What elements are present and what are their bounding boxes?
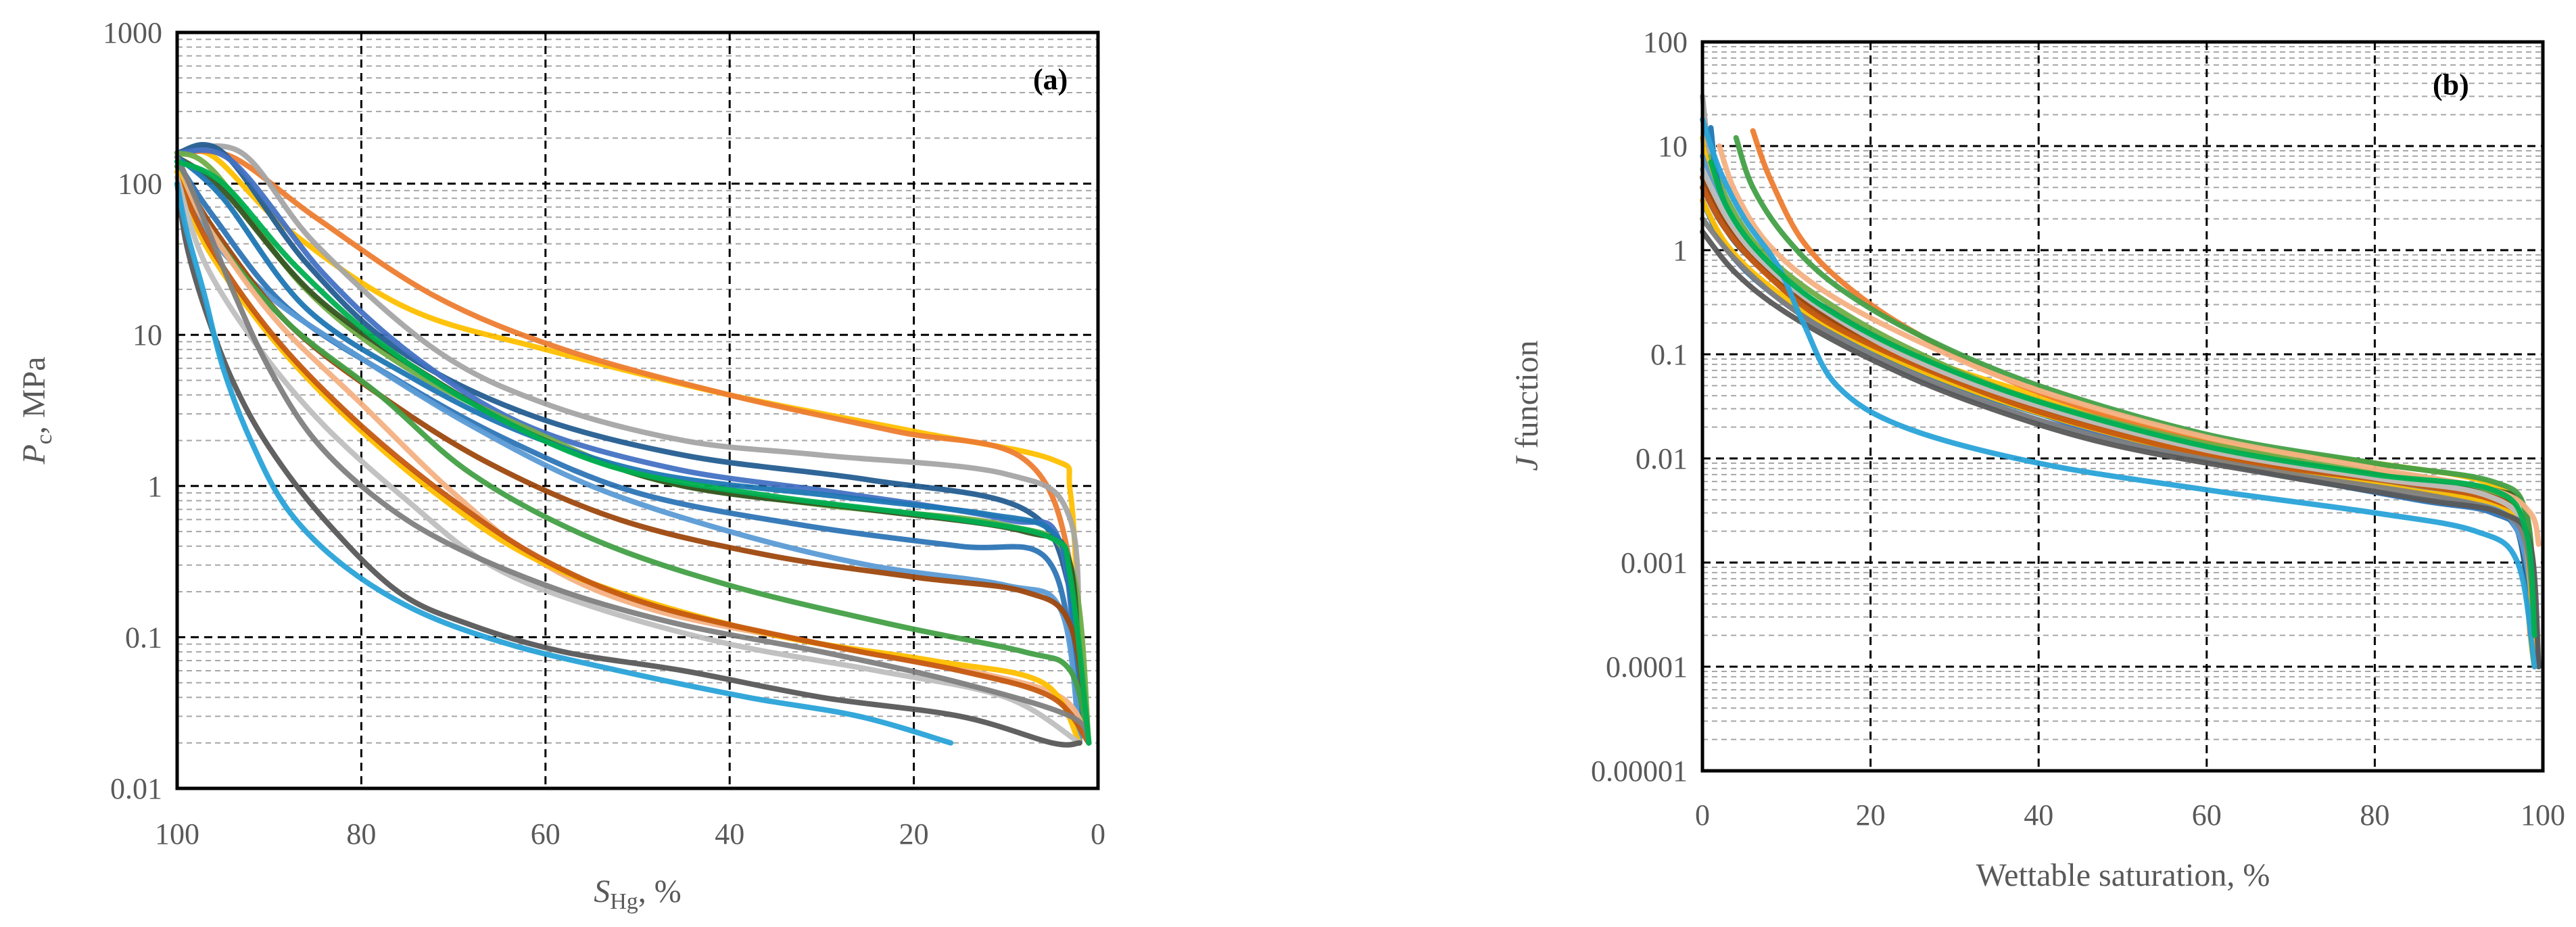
panel-b-series-sample-2 [1750,128,2533,638]
panel-b-y-tick-label: 0.001 [1621,546,1688,579]
panel-b-series-sample-7 [1700,166,2537,620]
panel-b-y-tick-label: 0.1 [1650,338,1688,371]
panel-b-series-sample-11 [1700,174,2537,620]
panel-a-series-sample-16 [174,174,1082,746]
panel-a-x-tick-label: 60 [531,817,560,851]
panel-a-ticks: 100 80 60 40 20 0 0.01 0.1 1 10 100 1000 [103,16,1105,851]
panel-b-y-tick-label: 10 [1658,130,1688,163]
panel-a-y-tick-label: 1000 [103,16,162,49]
panel-b-x-tick-label: 20 [1856,799,1886,832]
panel-a-series-sample-3 [174,143,1092,746]
panel-b-grid [1702,42,2543,771]
panel-b: 0 20 40 60 80 100 0.00001 0.0001 0.001 0.01 0.1 1 10… [1509,26,2565,893]
panel-a-x-tick-label: 40 [715,817,744,851]
panel-b-series-sample-16 [1700,166,2537,638]
panel-b-y-axis-title: J function [1509,340,1545,471]
panel-b-x-tick-label: 40 [2024,799,2053,832]
panel-b-series-sample-20 [1708,159,2537,638]
panel-b-series-sample-10 [1700,153,2537,620]
panel-b-frame [1700,40,2545,773]
panel-b-curves [1700,93,2542,669]
panel-a-y-tick-label: 100 [118,168,162,201]
panel-b-x-tick-label: 80 [2360,799,2389,832]
panel-a-frame [175,30,1100,790]
panel-a-x-tick-label: 80 [346,817,376,851]
panel-a-series-sample-17 [174,154,1092,746]
panel-a-curves [174,142,1092,748]
panel-b-y-tick-label: 0.00001 [1591,755,1688,788]
panel-b-y-tick-label: 0.0001 [1606,650,1688,684]
panel-a-series-sample-20 [174,158,1092,746]
panel-a-label: (a) [1033,63,1068,96]
panel-b-y-tick-label: 100 [1643,26,1688,59]
panel-b-y-tick-label: 0.01 [1636,442,1688,475]
panel-b-x-tick-label: 0 [1695,799,1710,832]
panel-a-x-tick-label: 100 [155,817,199,851]
panel-b-x-tick-label: 100 [2521,799,2565,832]
panel-a-series-sample-2 [174,148,1082,746]
panel-b-series-sample-3 [1700,93,2537,620]
panel-b-series-sample-18 [1700,229,2542,669]
panel-a-series-sample-10 [174,158,1082,746]
panel-a-y-tick-label: 0.01 [110,772,162,805]
panel-a-x-axis-title: SHg, % [594,874,682,914]
panel-a-x-tick-label: 20 [899,817,929,851]
panel-a-y-tick-label: 0.1 [125,621,162,654]
panel-b-x-tick-label: 60 [2192,799,2222,832]
panel-a-y-tick-label: 10 [133,318,162,352]
panel-a-series-sample-11 [174,164,1092,746]
panel-b-y-tick-label: 1 [1673,234,1688,267]
panel-a-series-sample-4 [174,142,1092,746]
panel-b-series-sample-19 [1700,116,2537,669]
panel-a-y-axis-title: Pc, MPa [16,356,57,465]
panel-a-series-sample-12 [174,164,1092,746]
panel-a: 100 80 60 40 20 0 0.01 0.1 1 10 100 1000 (a) Pc, MP… [16,16,1105,914]
panel-b-series-sample-12 [1733,135,2537,620]
panel-a-series-sample-19 [174,181,954,746]
panel-a-y-tick-label: 1 [147,470,162,503]
panel-b-x-axis-title: Wettable saturation, % [1976,857,2270,893]
panel-a-series-sample-5 [174,147,1082,746]
panel-a-series-sample-15 [174,174,1092,746]
panel-a-x-tick-label: 0 [1091,817,1105,851]
panel-b-series-sample-1 [1700,135,2537,669]
panel-b-label: (b) [2433,68,2469,101]
panel-b-ticks: 0 20 40 60 80 100 0.00001 0.0001 0.001 0.01 0.1 1 10… [1591,26,2565,832]
